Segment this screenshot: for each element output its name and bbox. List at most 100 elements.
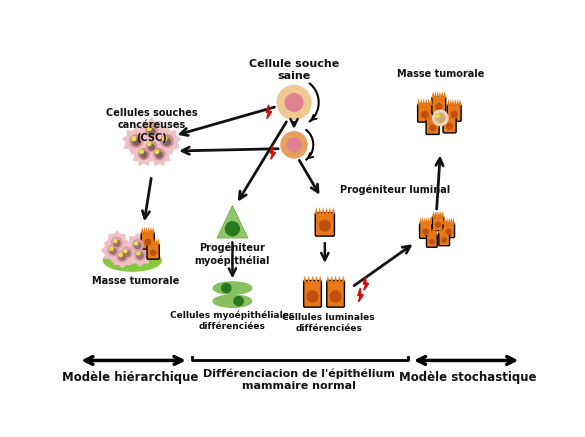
FancyBboxPatch shape (315, 213, 335, 236)
Polygon shape (439, 211, 442, 218)
Polygon shape (443, 112, 446, 119)
Circle shape (147, 142, 157, 151)
Polygon shape (448, 218, 451, 225)
Polygon shape (138, 117, 165, 144)
Polygon shape (315, 276, 318, 282)
Text: Modèle hiérarchique: Modèle hiérarchique (62, 371, 198, 384)
Circle shape (124, 250, 127, 253)
FancyBboxPatch shape (304, 281, 321, 307)
Polygon shape (338, 276, 341, 282)
Circle shape (433, 110, 448, 125)
Circle shape (436, 104, 442, 110)
Polygon shape (149, 238, 152, 245)
FancyBboxPatch shape (448, 104, 461, 121)
Polygon shape (421, 217, 424, 224)
Polygon shape (139, 134, 164, 158)
Polygon shape (432, 91, 435, 98)
Polygon shape (441, 91, 444, 98)
Circle shape (139, 149, 149, 160)
Circle shape (114, 240, 120, 246)
Circle shape (429, 239, 434, 244)
FancyBboxPatch shape (426, 234, 437, 247)
Circle shape (330, 291, 341, 302)
Circle shape (163, 137, 167, 141)
Polygon shape (431, 228, 434, 235)
Polygon shape (427, 98, 430, 105)
Polygon shape (147, 238, 150, 245)
Polygon shape (147, 227, 150, 234)
FancyBboxPatch shape (432, 217, 444, 231)
Polygon shape (452, 218, 455, 225)
Polygon shape (422, 98, 425, 105)
Polygon shape (438, 91, 442, 98)
Circle shape (140, 150, 143, 153)
Polygon shape (435, 228, 438, 235)
Polygon shape (342, 276, 345, 282)
Circle shape (154, 149, 164, 160)
Polygon shape (217, 206, 248, 238)
Polygon shape (447, 226, 450, 233)
Text: Différenciacion de l'épithélium
mammaire normal: Différenciacion de l'épithélium mammaire… (204, 368, 395, 391)
Text: Cellules myoépithéliales
différenciées: Cellules myoépithéliales différenciées (170, 310, 295, 331)
Polygon shape (101, 238, 125, 263)
Ellipse shape (213, 282, 252, 294)
Polygon shape (440, 226, 443, 233)
Polygon shape (363, 277, 369, 290)
Polygon shape (315, 207, 318, 214)
Polygon shape (438, 211, 441, 218)
Circle shape (164, 138, 170, 145)
Circle shape (132, 137, 136, 141)
Polygon shape (425, 217, 428, 224)
Circle shape (430, 125, 435, 131)
Circle shape (436, 113, 445, 122)
Circle shape (133, 138, 140, 145)
Circle shape (149, 128, 155, 135)
Circle shape (146, 125, 157, 137)
Polygon shape (446, 218, 449, 225)
Circle shape (147, 127, 151, 131)
Circle shape (277, 86, 311, 119)
Polygon shape (125, 232, 150, 257)
Polygon shape (447, 112, 450, 119)
Polygon shape (150, 238, 154, 245)
Circle shape (150, 250, 156, 255)
Polygon shape (131, 141, 157, 166)
Polygon shape (423, 217, 426, 224)
Circle shape (442, 238, 446, 242)
FancyBboxPatch shape (141, 232, 154, 249)
Polygon shape (433, 211, 437, 218)
Polygon shape (441, 211, 444, 218)
Polygon shape (427, 217, 430, 224)
Polygon shape (429, 228, 432, 235)
Polygon shape (266, 105, 271, 119)
Polygon shape (445, 218, 448, 225)
Circle shape (436, 222, 441, 227)
Circle shape (161, 135, 173, 147)
Polygon shape (442, 226, 445, 233)
Polygon shape (303, 276, 307, 282)
Polygon shape (451, 112, 455, 119)
Circle shape (156, 152, 162, 158)
Polygon shape (311, 276, 314, 282)
Polygon shape (429, 217, 432, 224)
Circle shape (124, 250, 130, 257)
Polygon shape (428, 228, 431, 235)
Circle shape (319, 220, 330, 231)
Text: Cellules luminales
différenciées: Cellules luminales différenciées (283, 313, 375, 333)
Circle shape (145, 239, 150, 245)
Polygon shape (128, 243, 152, 267)
Circle shape (287, 138, 301, 152)
Polygon shape (430, 113, 433, 120)
Polygon shape (146, 141, 172, 166)
Polygon shape (322, 207, 325, 214)
Polygon shape (326, 276, 329, 282)
Polygon shape (115, 240, 139, 265)
Circle shape (119, 253, 122, 257)
Polygon shape (270, 146, 276, 160)
Text: Progéniteur
myoépithélial: Progéniteur myoépithélial (195, 243, 270, 266)
Polygon shape (426, 228, 429, 235)
Ellipse shape (213, 295, 252, 307)
Circle shape (108, 245, 119, 256)
Polygon shape (447, 99, 450, 106)
Polygon shape (434, 113, 438, 120)
